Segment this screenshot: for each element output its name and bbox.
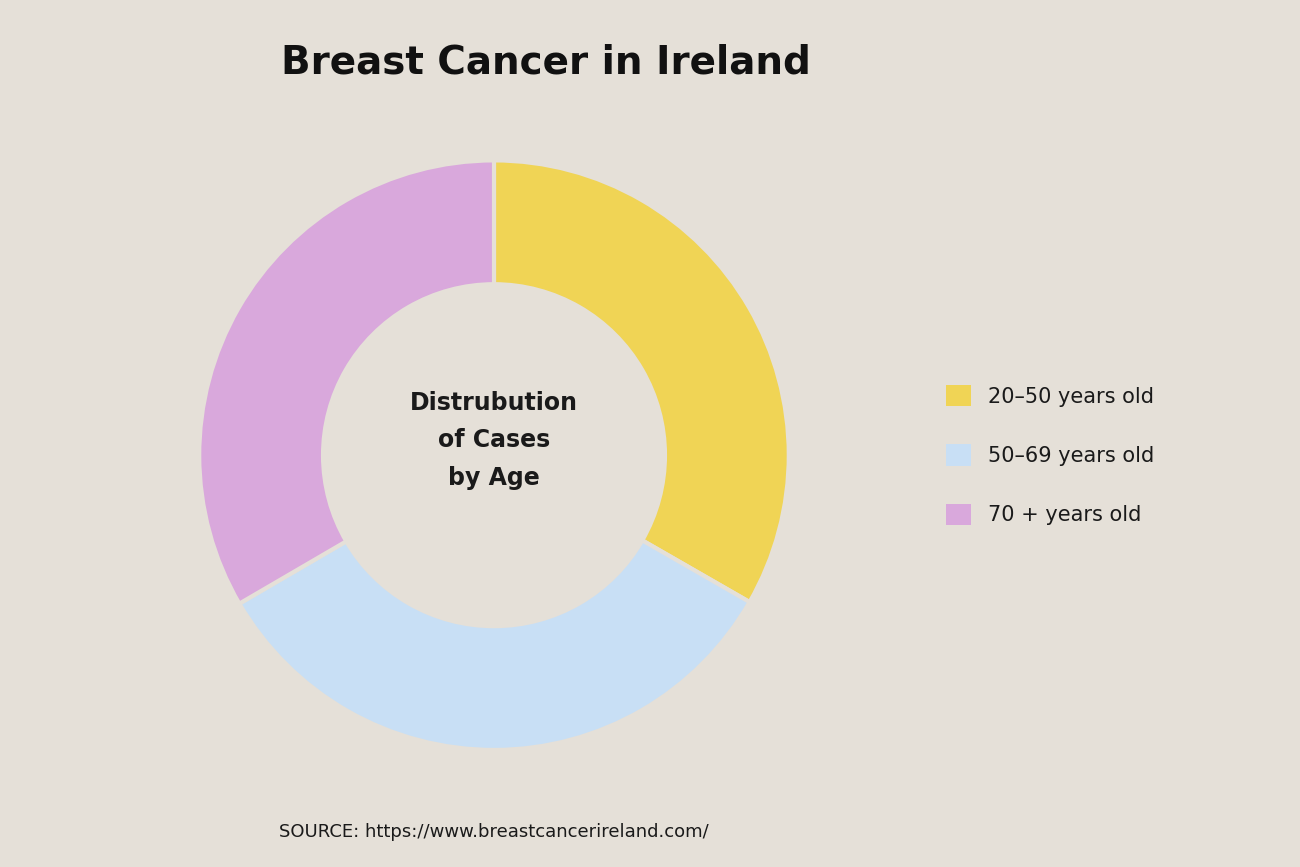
Wedge shape: [199, 160, 494, 603]
Wedge shape: [494, 160, 789, 602]
Text: Distrubution
of Cases
by Age: Distrubution of Cases by Age: [410, 391, 578, 490]
Text: Breast Cancer in Ireland: Breast Cancer in Ireland: [281, 43, 811, 81]
Legend: 20–50 years old, 50–69 years old, 70 + years old: 20–50 years old, 50–69 years old, 70 + y…: [946, 385, 1154, 525]
Text: SOURCE: https://www.breastcancerireland.com/: SOURCE: https://www.breastcancerireland.…: [280, 823, 709, 841]
Wedge shape: [239, 540, 750, 750]
